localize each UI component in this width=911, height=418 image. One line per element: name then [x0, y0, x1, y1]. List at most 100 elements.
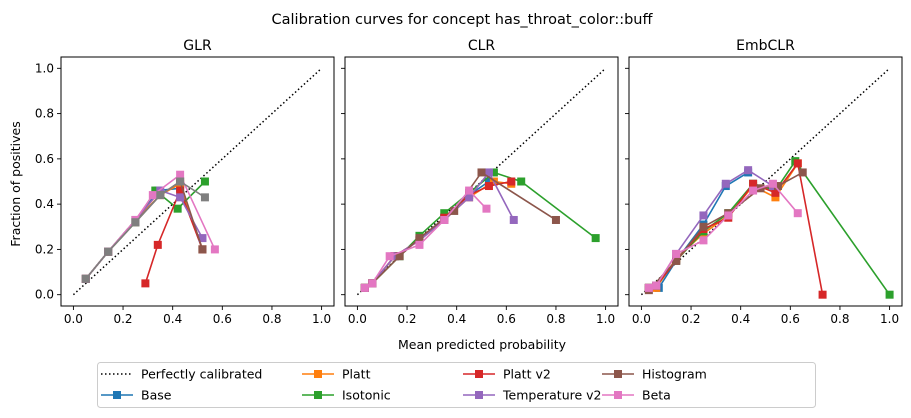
- data-point: [699, 236, 708, 245]
- data-point: [484, 168, 493, 177]
- legend-marker: [475, 391, 483, 399]
- data-point: [210, 245, 219, 254]
- data-point: [509, 215, 518, 224]
- data-point: [176, 193, 185, 202]
- x-tick-label: 0.6: [781, 312, 800, 326]
- data-point: [385, 252, 394, 261]
- data-point: [699, 211, 708, 220]
- data-point: [173, 204, 182, 213]
- x-tick-label: 0.0: [632, 312, 651, 326]
- series-line: [364, 180, 512, 289]
- data-point: [482, 204, 491, 213]
- data-point: [368, 279, 377, 288]
- series-platt-v2: [360, 177, 516, 292]
- data-point: [885, 290, 894, 299]
- data-point: [148, 191, 157, 200]
- data-point: [156, 186, 165, 195]
- series-isotonic: [81, 177, 209, 283]
- x-tick-label: 0.0: [348, 312, 367, 326]
- axes-frame: [628, 56, 903, 307]
- data-point: [484, 177, 493, 186]
- x-tick-label: 1.0: [596, 312, 615, 326]
- panel-glr: GLR 0.0 0.0 0.2 0.2 0.4 0.4 0.6 0.6 0.8 0.8 1.0 1.0: [35, 38, 335, 326]
- series-temperature-v2: [360, 168, 518, 292]
- legend-label: Histogram: [642, 367, 707, 382]
- y-tick-label: 0.6: [35, 152, 54, 166]
- data-point: [798, 168, 807, 177]
- x-tick-label: 0.4: [731, 312, 750, 326]
- legend-entry-platt: Platt: [302, 367, 371, 382]
- x-tick-label: 0.2: [681, 312, 700, 326]
- data-point: [644, 283, 653, 292]
- data-point: [652, 281, 661, 290]
- series-base: [644, 168, 753, 292]
- x-tick-label: 0.6: [213, 312, 232, 326]
- data-point: [724, 211, 733, 220]
- series-beta: [360, 186, 491, 292]
- data-point: [672, 256, 681, 265]
- x-tick-label: 0.6: [497, 312, 516, 326]
- data-point: [507, 177, 516, 186]
- x-tick-label: 0.0: [64, 312, 83, 326]
- series-line: [85, 180, 206, 280]
- legend-marker: [314, 370, 322, 378]
- figure-title: Calibration curves for concept has_throa…: [272, 12, 654, 28]
- series-temperature-v2: [81, 186, 207, 283]
- legend-entry-perfectly-calibrated: Perfectly calibrated: [101, 367, 262, 382]
- series-line: [364, 171, 557, 289]
- legend-label: Platt: [342, 367, 371, 382]
- data-point: [153, 240, 162, 249]
- data-point: [749, 179, 758, 188]
- data-point: [771, 193, 780, 202]
- data-point: [768, 179, 777, 188]
- panel-title: CLR: [468, 38, 496, 54]
- data-point: [131, 218, 140, 227]
- axes-frame: [60, 56, 335, 307]
- legend-label: Temperature v2: [502, 388, 602, 403]
- series-perfectly-calibrated: [72, 67, 323, 296]
- legend-marker: [314, 391, 322, 399]
- legend-entry-isotonic: Isotonic: [302, 388, 391, 403]
- series-other: [81, 177, 209, 283]
- x-tick-label: 1.0: [312, 312, 331, 326]
- data-point: [771, 188, 780, 197]
- data-point: [141, 279, 150, 288]
- data-point: [793, 159, 802, 168]
- x-tick-label: 0.4: [447, 312, 466, 326]
- data-point: [176, 170, 185, 179]
- data-point: [721, 179, 730, 188]
- x-tick-label: 0.8: [830, 312, 849, 326]
- data-point: [360, 283, 369, 292]
- y-tick-label: 0.2: [35, 242, 54, 256]
- data-point: [176, 186, 185, 195]
- data-point: [489, 168, 498, 177]
- data-point: [81, 274, 90, 283]
- data-point: [415, 240, 424, 249]
- legend-entry-histogram: Histogram: [602, 367, 707, 382]
- series-histogram: [81, 177, 207, 283]
- data-point: [465, 186, 474, 195]
- data-point: [749, 186, 758, 195]
- axes-frame: [344, 56, 619, 307]
- panels: GLR 0.0 0.0 0.2 0.2 0.4 0.4 0.6 0.6 0.8 0.8 1.0 1.0 C…: [35, 38, 903, 326]
- panel-title: GLR: [183, 38, 212, 54]
- y-tick-label: 0.4: [35, 197, 54, 211]
- series-line: [144, 189, 204, 284]
- data-point: [395, 252, 404, 261]
- series-line: [648, 162, 824, 295]
- data-point: [440, 209, 449, 218]
- x-tick-label: 0.2: [397, 312, 416, 326]
- data-point: [517, 177, 526, 186]
- series-line: [85, 180, 204, 280]
- data-point: [818, 290, 827, 299]
- legend-frame: [97, 362, 816, 408]
- series-platt: [360, 177, 516, 292]
- x-tick-label: 0.8: [262, 312, 281, 326]
- y-tick-label: 0.0: [35, 288, 54, 302]
- series-line: [85, 180, 206, 280]
- series-line: [364, 180, 512, 289]
- data-point: [104, 247, 113, 256]
- data-point: [415, 234, 424, 243]
- panel-clr: CLR 0.0 0.2 0.4 0.6 0.8 1.0: [341, 38, 619, 326]
